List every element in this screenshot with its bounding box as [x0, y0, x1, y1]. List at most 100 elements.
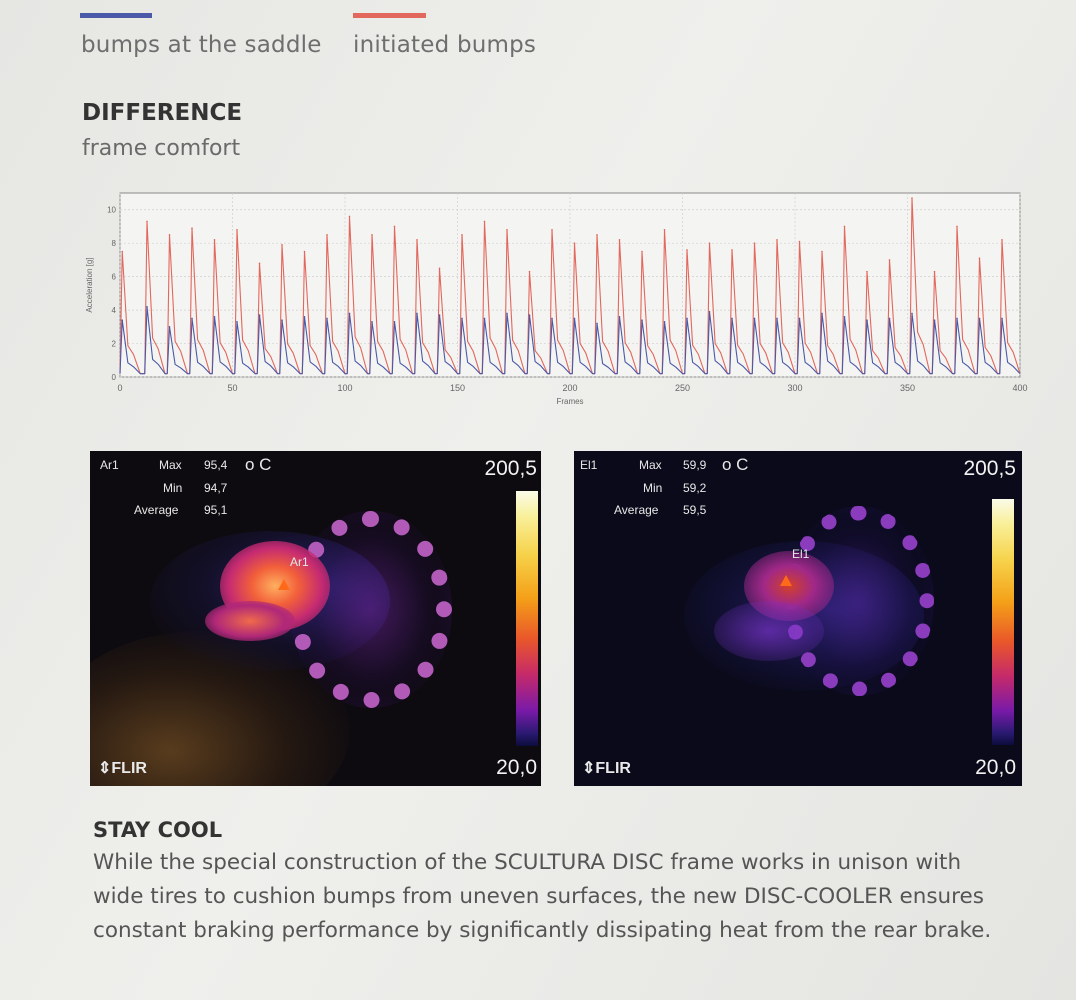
avg-label: Average — [134, 503, 179, 517]
peak-point — [663, 321, 666, 323]
max-value: 59,9 — [683, 458, 707, 472]
peak-point — [416, 312, 418, 315]
peak-point — [371, 234, 373, 236]
peak-point — [596, 234, 598, 236]
unit-label: o C — [722, 455, 749, 474]
y-tick-label: 8 — [112, 239, 117, 248]
x-tick-label: 350 — [900, 383, 915, 393]
peak-point — [956, 225, 958, 228]
peak-point — [663, 229, 666, 231]
peak-point — [596, 322, 598, 325]
min-label: Min — [163, 481, 183, 495]
peak-point — [528, 270, 531, 273]
peak-point — [281, 319, 283, 321]
peak-point — [911, 312, 913, 315]
max-value: 95,4 — [204, 458, 228, 472]
peak-point — [121, 250, 124, 253]
peak-point — [461, 234, 463, 236]
peak-point — [843, 225, 846, 228]
peak-point — [326, 317, 328, 320]
peak-point — [371, 321, 373, 323]
max-label: Max — [639, 458, 662, 472]
peak-point — [641, 319, 643, 321]
min-value: 94,7 — [204, 481, 228, 495]
acceleration-chart: 0 2 4 6 8 10 0 50 100 150 200 250 300 350 400 Frames Acc… — [80, 185, 1040, 425]
peak-point — [708, 242, 711, 244]
x-tick-label: 100 — [337, 383, 352, 393]
peak-point — [461, 317, 463, 320]
measurement-marker-icon — [278, 579, 290, 590]
x-tick-label: 200 — [562, 383, 577, 393]
peak-point — [933, 319, 936, 321]
peak-point — [731, 249, 733, 251]
peak-point — [393, 225, 396, 228]
avg-value: 59,5 — [683, 503, 707, 517]
peak-point — [258, 314, 261, 316]
peak-point — [911, 197, 913, 199]
unit-label: o C — [245, 455, 272, 474]
peak-point — [888, 259, 891, 261]
peak-point — [236, 321, 238, 323]
y-tick-label: 2 — [112, 340, 117, 349]
peak-point — [776, 317, 778, 320]
x-tick-label: 300 — [787, 383, 802, 393]
peak-point — [933, 270, 936, 273]
y-tick-label: 0 — [112, 373, 117, 382]
peak-point — [776, 239, 778, 241]
marker-label: El1 — [792, 547, 810, 561]
peak-point — [573, 242, 576, 244]
peak-point — [213, 239, 216, 241]
peak-point — [528, 314, 531, 316]
legend-swatch-saddle — [80, 13, 152, 18]
peak-point — [618, 239, 621, 241]
max-label: Max — [159, 458, 182, 472]
peak-point — [798, 317, 801, 320]
peak-point — [483, 220, 486, 223]
peak-point — [731, 317, 733, 320]
marker-label: Ar1 — [290, 555, 309, 569]
peak-point — [303, 315, 306, 318]
peak-point — [483, 317, 486, 320]
peak-point — [281, 244, 283, 246]
scale-max-label: 200,5 — [963, 457, 1016, 480]
avg-label: Average — [614, 503, 659, 517]
peak-point — [146, 220, 148, 223]
peak-point — [551, 229, 553, 231]
area-label: El1 — [580, 458, 598, 472]
peak-point — [506, 312, 508, 315]
peak-point — [798, 240, 801, 243]
section-subtitle: frame comfort — [82, 136, 241, 161]
avg-value: 95,1 — [204, 503, 228, 517]
peak-point — [191, 317, 193, 320]
peak-point — [978, 317, 981, 320]
peak-point — [821, 250, 823, 253]
peak-point — [438, 314, 441, 316]
peak-point — [956, 317, 958, 320]
peak-point — [393, 321, 396, 323]
x-tick-label: 150 — [450, 383, 465, 393]
x-tick-label: 250 — [675, 383, 690, 393]
peak-point — [866, 270, 868, 273]
peak-point — [641, 250, 643, 253]
flir-logo: ⇕FLIR — [98, 760, 147, 777]
peak-point — [506, 229, 508, 231]
peak-point — [213, 315, 216, 318]
area-label: Ar1 — [100, 458, 119, 472]
temperature-scale-bar — [992, 499, 1014, 745]
peak-point — [551, 317, 553, 320]
peak-point — [1001, 239, 1003, 241]
legend-swatch-initiated — [353, 13, 426, 18]
peak-point — [753, 317, 756, 320]
thermal-image-left: Ar1 Ar1 Max 95,4 o C Min 94,7 Average 95… — [90, 451, 541, 786]
peak-point — [821, 312, 823, 315]
peak-point — [618, 315, 621, 318]
peak-point — [888, 317, 891, 320]
peak-point — [843, 315, 846, 318]
peak-point — [348, 215, 351, 218]
peak-point — [146, 305, 148, 308]
peak-point — [708, 310, 711, 313]
peak-point — [191, 227, 193, 229]
scale-min-label: 20,0 — [496, 756, 537, 779]
thermal-image-right: El1 El1 Max 59,9 o C Min 59,2 Average 59… — [574, 451, 1022, 786]
